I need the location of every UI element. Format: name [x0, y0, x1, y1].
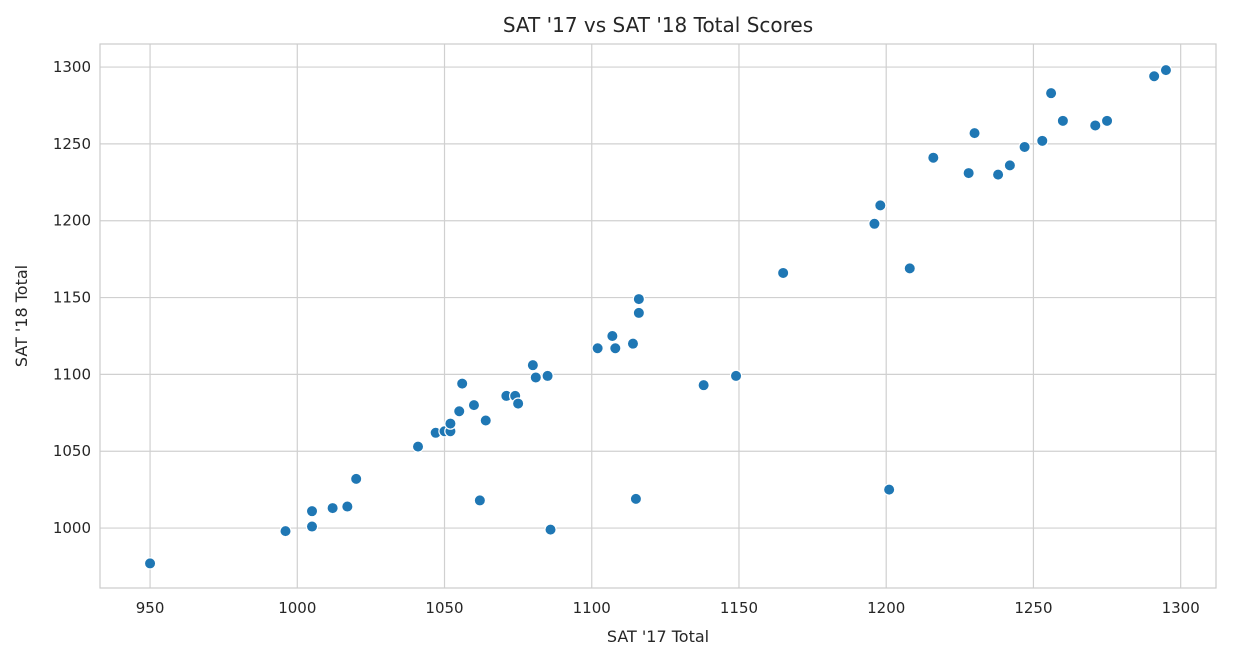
x-tick-label: 1000: [278, 599, 316, 617]
data-point: [874, 199, 887, 212]
data-point: [526, 358, 540, 372]
data-point: [991, 168, 1005, 181]
x-tick-label: 1100: [573, 599, 611, 617]
x-tick-label: 1200: [867, 599, 905, 617]
data-point: [1089, 119, 1102, 132]
data-point: [279, 524, 292, 538]
data-point: [1018, 140, 1031, 154]
y-tick-label: 1100: [53, 365, 91, 383]
data-point: [1147, 70, 1161, 83]
x-tick-label: 950: [136, 599, 165, 617]
plot-frame: [99, 43, 1217, 589]
x-tick-label: 1250: [1014, 599, 1052, 617]
data-point: [411, 440, 425, 453]
data-point: [903, 262, 916, 275]
data-point: [1003, 159, 1017, 172]
y-tick-label: 1250: [53, 135, 91, 153]
data-point: [453, 405, 466, 418]
data-point: [541, 369, 554, 383]
y-tick-label: 1150: [53, 289, 91, 307]
data-point: [1100, 114, 1114, 128]
y-tick-label: 1200: [53, 212, 91, 230]
tick-layer: 950 1000 1050 1100 1150 1200 1250 1300 1000 1050 1…: [53, 58, 1200, 617]
data-point: [609, 342, 622, 355]
data-point: [544, 523, 557, 536]
data-point: [529, 371, 542, 384]
data-point: [305, 520, 319, 533]
data-point: [467, 398, 481, 412]
data-point: [632, 306, 646, 320]
data-point: [305, 504, 319, 518]
data-point: [1159, 63, 1173, 77]
grid-layer: [100, 44, 1216, 588]
y-tick-label: 1050: [53, 442, 91, 460]
data-point: [349, 472, 363, 486]
data-point: [868, 217, 881, 230]
point-layer: [143, 63, 1173, 570]
data-point: [511, 397, 525, 410]
data-point: [444, 417, 457, 430]
data-point: [591, 342, 604, 355]
data-point: [1056, 114, 1070, 128]
data-point: [1044, 86, 1058, 100]
data-point: [968, 126, 981, 140]
data-point: [697, 378, 710, 392]
data-point: [143, 557, 157, 570]
y-axis-label: SAT '18 Total: [12, 265, 31, 367]
x-tick-label: 1050: [425, 599, 463, 617]
data-point: [455, 377, 469, 390]
data-point: [962, 166, 975, 180]
chart-title: SAT '17 vs SAT '18 Total Scores: [503, 13, 813, 37]
data-point: [882, 483, 896, 496]
data-point: [326, 501, 339, 515]
data-point: [626, 337, 640, 350]
x-tick-label: 1300: [1162, 599, 1200, 617]
data-point: [776, 266, 790, 280]
data-point: [606, 329, 619, 343]
x-tick-label: 1150: [720, 599, 758, 617]
data-point: [729, 369, 743, 383]
data-point: [341, 500, 354, 513]
data-point: [632, 292, 646, 306]
x-axis-label: SAT '17 Total: [607, 627, 709, 646]
data-point: [479, 414, 492, 427]
data-point: [473, 494, 487, 507]
data-point: [629, 492, 643, 506]
data-point: [927, 151, 940, 164]
data-point: [1036, 134, 1049, 148]
y-tick-label: 1000: [53, 519, 91, 537]
y-tick-label: 1300: [53, 58, 91, 76]
